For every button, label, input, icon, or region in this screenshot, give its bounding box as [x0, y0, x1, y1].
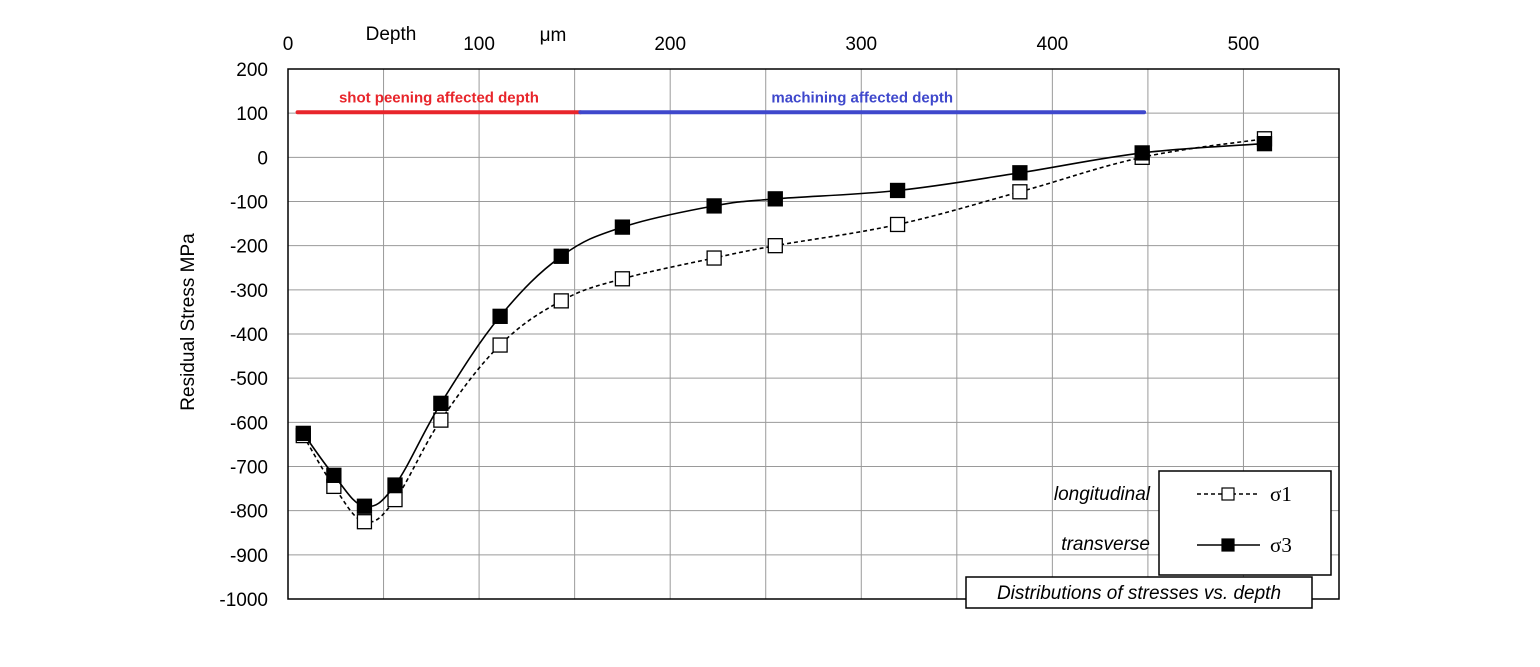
x-axis-unit: μm [540, 25, 567, 46]
series-line [302, 142, 1265, 508]
series-sigma1 [295, 131, 1273, 530]
y-axis-label: Residual Stress MPa [178, 233, 199, 411]
legend-label-sigma3: σ3 [1270, 533, 1292, 557]
y-tick-label: -100 [230, 193, 268, 214]
y-tick-label: -300 [230, 281, 268, 302]
y-tick-label: 100 [236, 104, 268, 125]
data-point [433, 395, 449, 411]
legend-marker-sigma1 [1221, 487, 1235, 501]
data-point [1134, 145, 1150, 161]
data-point [889, 182, 906, 199]
x-tick-label: 100 [463, 34, 495, 55]
y-tick-label: -700 [230, 458, 268, 479]
data-point [706, 250, 722, 266]
legend-box [1158, 470, 1332, 576]
data-point [767, 191, 783, 207]
data-point [387, 477, 403, 493]
annotation-box [965, 576, 1313, 609]
legend-label-sigma1: σ1 [1270, 482, 1292, 506]
grid-lines [288, 69, 1339, 599]
x-tick-label: 200 [654, 34, 686, 55]
data-point [326, 467, 342, 483]
y-tick-label: -500 [230, 369, 268, 390]
data-point [1256, 135, 1273, 152]
x-axis-label: Depth [366, 24, 417, 45]
x-tick-label: 300 [845, 34, 877, 55]
x-tick-label: 400 [1037, 34, 1069, 55]
data-point [553, 293, 569, 309]
y-tick-label: 0 [257, 148, 268, 169]
data-point [614, 271, 631, 287]
legend: σ1 σ3 [1158, 470, 1332, 576]
y-tick-label: 200 [236, 60, 268, 81]
affected-depth-bands: shot peening affected depth machining aff… [295, 89, 1147, 115]
data-point [767, 238, 783, 254]
y-tick-label: -900 [230, 546, 268, 567]
x-tick-labels: 0 100 200 300 400 500 [283, 34, 1260, 55]
series-line [302, 138, 1265, 523]
data-point [356, 498, 373, 514]
data-point [706, 198, 722, 214]
x-tick-label: 500 [1228, 34, 1260, 55]
data-point [889, 216, 906, 233]
legend-desc-transverse: transverse [1061, 534, 1150, 555]
data-point [295, 425, 311, 442]
data-point [356, 514, 373, 530]
data-point [1012, 184, 1028, 200]
legend-desc-longitudinal: longitudinal [1054, 484, 1151, 505]
band-label: machining affected depth [771, 89, 953, 106]
data-point [387, 491, 403, 508]
data-point [553, 248, 569, 264]
data-point [1012, 165, 1028, 181]
series-layer [295, 131, 1273, 530]
y-tick-label: -600 [230, 413, 268, 434]
legend-marker-sigma3 [1221, 538, 1235, 552]
plot-frame [287, 68, 1340, 600]
data-point [492, 308, 508, 324]
annotation-text: Distributions of stresses vs. depth [997, 583, 1281, 604]
x-tick-label: 0 [283, 34, 294, 55]
y-tick-label: -400 [230, 325, 268, 346]
y-tick-labels: 200 100 0 -100 -200 -300 -400 -500 -600 -700 -800 -… [219, 60, 268, 611]
y-tick-label: -800 [230, 502, 268, 523]
y-tick-label: -1000 [219, 590, 268, 611]
data-point [492, 337, 508, 353]
data-point [614, 219, 631, 235]
band-label: shot peening affected depth [339, 89, 539, 106]
data-point [433, 412, 449, 428]
series-sigma3 [295, 135, 1273, 514]
y-tick-label: -200 [230, 237, 268, 258]
